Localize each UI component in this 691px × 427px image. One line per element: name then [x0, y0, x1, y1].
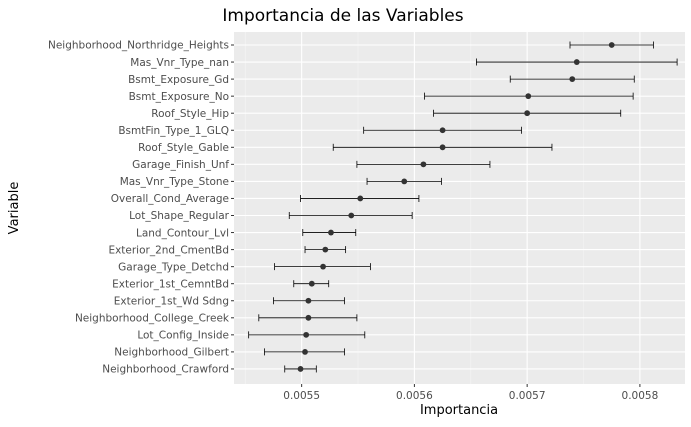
y-tick-label: Overall_Cond_Average — [111, 193, 229, 205]
y-tick-label: Bsmt_Exposure_Gd — [128, 74, 229, 86]
data-point — [524, 110, 531, 117]
x-tick-label: 0.0058 — [622, 390, 659, 402]
y-tick-label: Neighborhood_Gilbert — [114, 347, 229, 359]
y-tick-label: Bsmt_Exposure_No — [129, 91, 229, 103]
data-point — [322, 246, 329, 253]
y-tick-label: Land_Contour_Lvl — [136, 227, 229, 239]
y-tick-label: Roof_Style_Hip — [151, 108, 229, 120]
y-tick-label: BsmtFin_Type_1_GLQ — [118, 125, 229, 137]
y-tick-label: Exterior_1st_CemntBd — [112, 278, 229, 290]
x-tick-label: 0.0055 — [283, 390, 320, 402]
data-point — [297, 366, 304, 372]
y-tick-label: Mas_Vnr_Type_nan — [130, 57, 229, 69]
plot-panel — [234, 32, 685, 384]
y-tick-layer: Neighborhood_Northridge_Heights Mas_Vnr_T… — [48, 40, 234, 376]
data-point — [420, 161, 427, 168]
data-point — [348, 212, 355, 219]
point-layer — [297, 42, 615, 372]
data-point — [439, 144, 446, 151]
data-point — [308, 280, 315, 287]
x-tick-label: 0.0056 — [396, 390, 433, 402]
data-point — [303, 331, 310, 338]
y-tick-label: Roof_Style_Gable — [138, 142, 229, 154]
data-point — [305, 297, 312, 304]
data-point — [439, 127, 446, 134]
x-tick-layer: 0.0055 0.0056 0.0057 0.0058 — [283, 384, 658, 402]
y-tick-label: Lot_Config_Inside — [137, 330, 229, 342]
y-tick-label: Neighborhood_Northridge_Heights — [48, 40, 229, 52]
y-axis-title: Variable — [7, 182, 22, 235]
data-point — [608, 42, 615, 48]
data-point — [357, 195, 364, 202]
data-point — [302, 349, 308, 355]
y-tick-label: Neighborhood_Crawford — [102, 364, 229, 376]
x-axis-title: Importancia — [420, 403, 498, 418]
data-point — [328, 229, 334, 236]
y-tick-label: Mas_Vnr_Type_Stone — [120, 176, 229, 188]
data-point — [525, 93, 532, 100]
data-point — [320, 263, 326, 270]
data-point — [569, 76, 576, 82]
y-tick-label: Exterior_1st_Wd Sdng — [114, 295, 229, 307]
data-point — [573, 59, 580, 65]
x-tick-label: 0.0057 — [509, 390, 546, 402]
data-point — [305, 314, 312, 321]
y-tick-label: Garage_Type_Detchd — [118, 261, 229, 273]
data-point — [401, 178, 408, 185]
y-tick-label: Lot_Shape_Regular — [129, 210, 230, 222]
y-tick-label: Exterior_2nd_CmentBd — [108, 244, 229, 256]
y-tick-label: Neighborhood_College_Creek — [75, 313, 230, 325]
chart-title: Importancia de las Variables — [222, 6, 463, 26]
y-tick-label: Garage_Finish_Unf — [132, 159, 229, 171]
